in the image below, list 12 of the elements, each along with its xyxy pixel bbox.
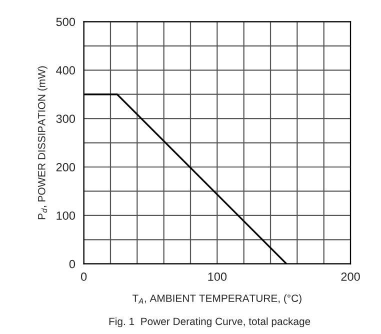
y-tick-label: 0 bbox=[69, 260, 76, 268]
y-tick-label: 300 bbox=[56, 114, 76, 123]
x-axis-title: T$_{A}$, AMBIENT TEMPERATURE, (°C) bbox=[132, 294, 302, 304]
x-tick-label: 100 bbox=[208, 272, 227, 281]
y-tick-label: 400 bbox=[56, 66, 76, 75]
x-tick-label: 0 bbox=[81, 272, 87, 281]
caption: Fig. 1 Power Derating Curve, total package bbox=[109, 317, 310, 328]
y-axis-title: P$_{d}$, POWER DISSIPATION (mW) bbox=[38, 66, 48, 220]
x-tick-label: 200 bbox=[341, 272, 360, 281]
y-tick-label: 500 bbox=[56, 18, 76, 26]
y-tick-label: 100 bbox=[56, 211, 76, 220]
y-tick-label: 200 bbox=[56, 163, 76, 172]
